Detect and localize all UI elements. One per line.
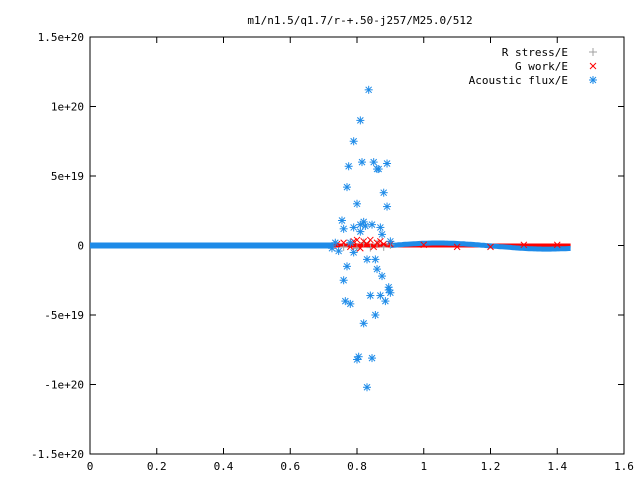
series-2-point bbox=[342, 262, 351, 271]
series-0-point bbox=[359, 238, 368, 247]
series-2-point bbox=[349, 223, 358, 232]
series-2-point bbox=[344, 162, 353, 171]
series-1-point bbox=[356, 244, 364, 252]
series-2-point bbox=[384, 283, 393, 292]
series-2-point bbox=[371, 311, 380, 319]
series-2-point bbox=[363, 255, 372, 264]
x-tick-label: 1 bbox=[420, 460, 427, 473]
series-2-point bbox=[337, 216, 346, 225]
series-2-point bbox=[378, 230, 387, 239]
series-2-point bbox=[334, 247, 343, 256]
series-1-point bbox=[420, 241, 428, 249]
series-2-point bbox=[368, 220, 377, 229]
series-2-point bbox=[364, 85, 373, 94]
series-2-point bbox=[353, 199, 361, 208]
y-tick-label: -1.5e+20 bbox=[31, 448, 84, 461]
series-2-point bbox=[371, 255, 380, 264]
y-tick-label: 0 bbox=[77, 240, 84, 253]
x-tick-label: 0.8 bbox=[347, 460, 367, 473]
legend-label: R stress/E bbox=[502, 46, 568, 59]
series-2-point bbox=[354, 352, 363, 361]
series-2-point bbox=[339, 276, 348, 285]
series-2-point bbox=[376, 291, 385, 300]
series-2-point bbox=[381, 297, 390, 306]
y-tick-label: 1.5e+20 bbox=[38, 31, 84, 44]
series-1-point bbox=[453, 243, 461, 251]
series-0-point bbox=[339, 242, 348, 251]
series-1-point bbox=[353, 236, 361, 244]
acoustic-baseline bbox=[90, 242, 334, 249]
x-axis: 0 0.2 0.4 0.6 0.8 1 1.2 1.4 1.6 bbox=[87, 37, 634, 473]
series-2-point bbox=[378, 272, 387, 281]
series-2-point bbox=[339, 224, 348, 233]
y-tick-label: -5e+19 bbox=[44, 309, 84, 322]
series-1-point bbox=[380, 240, 388, 248]
data-points bbox=[327, 85, 561, 392]
series-2-point bbox=[346, 299, 355, 308]
series-2-point bbox=[383, 159, 392, 168]
legend-marker bbox=[589, 76, 597, 84]
acoustic-wave bbox=[390, 240, 571, 252]
y-axis: -1.5e+20 -1e+20 -5e+19 0 5e+19 1e+20 1.5e+20 bbox=[31, 31, 624, 461]
x-tick-label: 1.4 bbox=[547, 460, 567, 473]
series-1-point bbox=[363, 240, 371, 248]
series-2-point bbox=[386, 237, 395, 246]
series-2-point bbox=[358, 158, 367, 167]
y-tick-label: 1e+20 bbox=[51, 101, 84, 114]
x-tick-label: 0.6 bbox=[280, 460, 300, 473]
series-2-point bbox=[342, 183, 351, 192]
series-2-point bbox=[361, 222, 370, 231]
series-2-point bbox=[327, 244, 336, 253]
series-2-point bbox=[376, 223, 385, 232]
series-2-point bbox=[374, 165, 383, 174]
series-2-point bbox=[373, 265, 382, 274]
legend-marker bbox=[589, 62, 597, 70]
series-2-point bbox=[356, 116, 365, 125]
series-2-point bbox=[368, 354, 377, 363]
series-2-point bbox=[383, 202, 392, 211]
series-1-point bbox=[553, 241, 561, 249]
x-tick-label: 0.2 bbox=[147, 460, 167, 473]
x-tick-label: 1.6 bbox=[614, 460, 634, 473]
series-1-point bbox=[340, 239, 348, 247]
series-1-point bbox=[373, 239, 381, 247]
legend-marker bbox=[589, 48, 597, 56]
series-2-point bbox=[369, 158, 378, 167]
series-2-point bbox=[349, 137, 358, 146]
legend-label: Acoustic flux/E bbox=[469, 74, 568, 87]
series-2-point bbox=[386, 288, 395, 297]
baseline-band bbox=[90, 240, 571, 252]
series-1-point bbox=[370, 243, 378, 251]
legend-label: G work/E bbox=[515, 60, 568, 73]
y-tick-label: -1e+20 bbox=[44, 379, 84, 392]
series-1-point bbox=[520, 241, 528, 249]
series-2-point bbox=[366, 291, 375, 300]
x-tick-label: 1.2 bbox=[481, 460, 501, 473]
series-2-point bbox=[349, 248, 358, 257]
series-2-point bbox=[331, 238, 340, 247]
x-tick-label: 0 bbox=[87, 460, 94, 473]
series-0-point bbox=[373, 240, 382, 249]
series-2-point bbox=[379, 188, 388, 197]
series-1-point bbox=[350, 237, 358, 245]
series-2-point bbox=[359, 319, 368, 328]
series-2-point bbox=[356, 227, 365, 236]
series-2-point bbox=[346, 238, 355, 247]
series-1-point bbox=[487, 243, 494, 251]
x-tick-label: 0.4 bbox=[214, 460, 234, 473]
series-2-point bbox=[363, 383, 372, 392]
y-tick-label: 5e+19 bbox=[51, 170, 84, 183]
chart-title: m1/n1.5/q1.7/r-+.50-j257/M25.0/512 bbox=[247, 14, 472, 27]
series-1-point bbox=[366, 236, 374, 244]
